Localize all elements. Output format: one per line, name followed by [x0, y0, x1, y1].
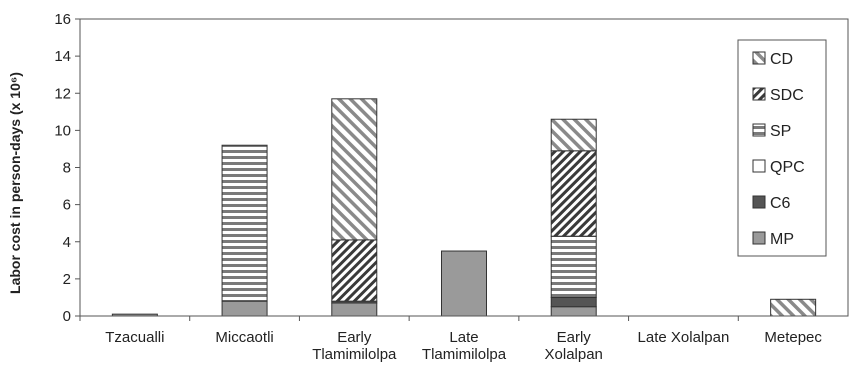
y-tick-label: 12 [54, 85, 71, 102]
x-tick-label: Early [337, 329, 372, 346]
x-tick-label: Late Xolalpan [638, 329, 730, 346]
legend-swatch-qpc [753, 160, 765, 172]
y-tick-label: 4 [63, 234, 71, 251]
bar-segment-sp [222, 145, 267, 301]
legend-label-qpc: QPC [770, 159, 805, 176]
bar-segment-mp [222, 301, 267, 316]
legend: CD SDC SP QPC C6 MP [738, 40, 826, 256]
y-tick-label: 14 [54, 48, 71, 65]
legend-swatch-cd [753, 52, 765, 64]
legend-label-sdc: SDC [770, 87, 804, 104]
x-tick-label: Tlamimilolpa [312, 346, 397, 363]
legend-swatch-sdc [753, 88, 765, 100]
legend-swatch-sp [753, 124, 765, 136]
x-axis-labels: Tzacualli Miccaotli EarlyTlamimilolpaLateT… [80, 316, 822, 363]
bars [112, 99, 815, 316]
y-tick-label: 10 [54, 122, 71, 139]
x-tick-label: Tlamimilolpa [422, 346, 507, 363]
y-tick-label: 0 [63, 308, 71, 325]
y-tick-label: 2 [63, 271, 71, 288]
legend-box [738, 40, 826, 256]
x-tick-label: Late [449, 329, 478, 346]
bar-segment-cd [771, 299, 816, 316]
bar-segment-sdc [551, 151, 596, 236]
bar-segment-c6 [551, 297, 596, 306]
x-tick-label: Tzacualli [105, 329, 164, 346]
legend-label-mp: MP [770, 231, 794, 248]
bar-segment-mp [442, 251, 487, 316]
y-tick-label: 8 [63, 160, 71, 177]
bar-segment-cd [551, 119, 596, 151]
bar-segment-mp [551, 307, 596, 316]
bar-segment-sdc [332, 240, 377, 301]
x-tick-label: Miccaotli [215, 329, 273, 346]
y-tick-label: 6 [63, 197, 71, 214]
y-tick-label: 16 [54, 11, 71, 28]
y-axis-label: Labor cost in person-days (x 10⁶) [7, 72, 23, 294]
x-tick-label: Xolalpan [545, 346, 603, 363]
legend-label-c6: C6 [770, 195, 791, 212]
x-tick-label: Metepec [764, 329, 822, 346]
legend-swatch-c6 [753, 196, 765, 208]
legend-label-sp: SP [770, 123, 791, 140]
legend-swatch-mp [753, 232, 765, 244]
legend-label-cd: CD [770, 51, 793, 68]
y-axis-ticks: 0 2 4 6 8 10 12 14 16 [54, 11, 80, 325]
bar-segment-mp [332, 303, 377, 316]
bar-segment-sp [551, 236, 596, 297]
x-tick-label: Early [557, 329, 592, 346]
bar-segment-cd [332, 99, 377, 240]
